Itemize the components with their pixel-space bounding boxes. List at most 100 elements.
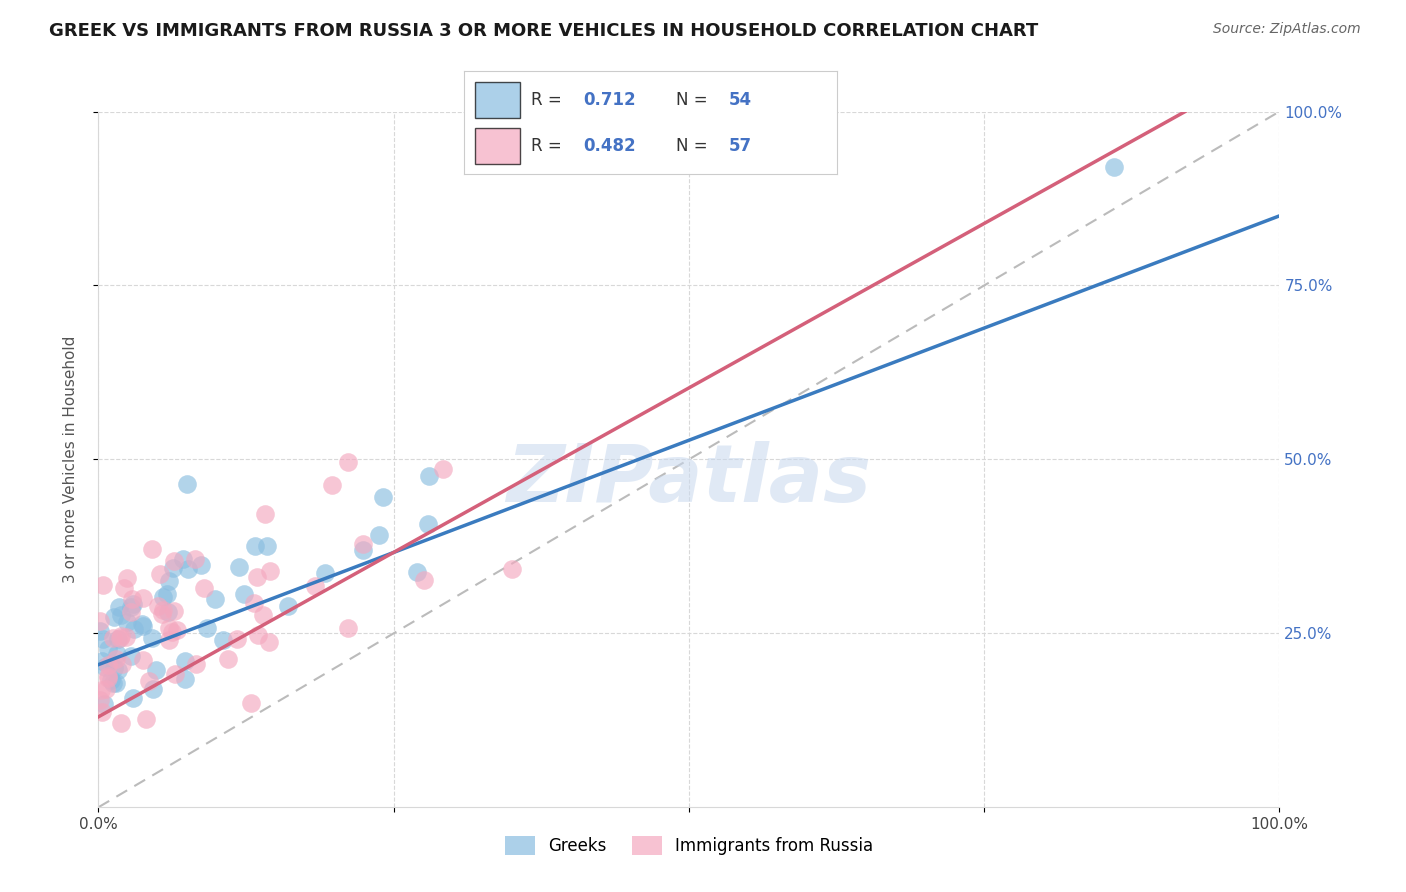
Point xyxy=(418,516,440,531)
Point xyxy=(239,696,262,710)
Point xyxy=(432,462,454,476)
Text: GREEK VS IMMIGRANTS FROM RUSSIA 3 OR MORE VEHICLES IN HOUSEHOLD CORRELATION CHAR: GREEK VS IMMIGRANTS FROM RUSSIA 3 OR MOR… xyxy=(49,22,1039,40)
Point xyxy=(117,571,139,585)
Point xyxy=(150,607,173,621)
Point xyxy=(108,631,131,645)
Point xyxy=(141,631,163,645)
Point xyxy=(156,586,179,600)
Point xyxy=(93,698,115,712)
Point xyxy=(152,591,174,605)
Point xyxy=(110,716,132,731)
Point xyxy=(145,663,167,677)
Point xyxy=(184,552,207,566)
Point xyxy=(105,675,128,690)
Point xyxy=(131,617,153,632)
Point xyxy=(142,681,165,696)
Point xyxy=(177,562,200,576)
Point xyxy=(259,564,281,578)
Point xyxy=(94,660,117,674)
Point xyxy=(97,671,120,685)
Point xyxy=(217,652,239,666)
Text: Source: ZipAtlas.com: Source: ZipAtlas.com xyxy=(1213,22,1361,37)
Point xyxy=(94,682,117,697)
Point xyxy=(253,507,276,521)
Point xyxy=(120,649,142,664)
Point xyxy=(122,622,145,636)
Point xyxy=(100,673,122,687)
Point xyxy=(115,630,138,644)
Point xyxy=(115,615,138,630)
Point xyxy=(105,647,128,661)
Text: 57: 57 xyxy=(728,137,752,155)
Point xyxy=(211,632,233,647)
Point xyxy=(186,657,208,672)
Point xyxy=(146,599,169,614)
Text: N =: N = xyxy=(676,137,713,155)
Point xyxy=(232,587,254,601)
Point xyxy=(132,653,155,667)
Point xyxy=(149,566,172,581)
FancyBboxPatch shape xyxy=(475,82,520,118)
Point xyxy=(173,672,195,686)
Point xyxy=(157,621,180,635)
Point xyxy=(157,632,180,647)
Point xyxy=(193,581,215,595)
Text: 0.712: 0.712 xyxy=(583,91,636,109)
Point xyxy=(163,554,186,568)
Point xyxy=(406,565,429,579)
Point xyxy=(120,605,142,619)
Point xyxy=(103,610,125,624)
Point xyxy=(152,603,174,617)
Point xyxy=(141,541,163,556)
Y-axis label: 3 or more Vehicles in Household: 3 or more Vehicles in Household xyxy=(63,335,77,583)
Point xyxy=(103,661,125,675)
Point xyxy=(172,552,194,566)
Point xyxy=(91,706,114,720)
Point xyxy=(108,600,131,615)
Point xyxy=(104,652,127,666)
Point xyxy=(314,566,336,580)
Point xyxy=(97,658,120,673)
Point xyxy=(90,654,112,668)
Point xyxy=(89,614,111,628)
Point xyxy=(160,625,183,640)
Point xyxy=(246,570,269,584)
Point xyxy=(368,528,391,542)
Point xyxy=(110,629,132,643)
Point xyxy=(101,676,124,690)
Point xyxy=(243,539,266,553)
Text: R =: R = xyxy=(531,91,567,109)
Point xyxy=(107,632,129,646)
Point xyxy=(174,654,197,668)
Point xyxy=(120,600,142,615)
Point xyxy=(353,542,375,557)
Point xyxy=(156,605,179,619)
Point xyxy=(121,592,143,607)
Point xyxy=(121,597,143,611)
Point xyxy=(176,477,198,491)
Point xyxy=(101,631,124,645)
Point xyxy=(111,657,134,672)
Point xyxy=(110,607,132,622)
Point xyxy=(157,574,180,588)
Point xyxy=(195,621,218,635)
Point xyxy=(337,621,360,635)
Point xyxy=(163,604,186,618)
Point xyxy=(277,599,299,614)
Text: 54: 54 xyxy=(728,91,752,109)
Legend: Greeks, Immigrants from Russia: Greeks, Immigrants from Russia xyxy=(498,829,880,862)
Point xyxy=(337,455,360,469)
Point xyxy=(321,478,343,492)
Point xyxy=(138,674,160,689)
Point xyxy=(91,577,114,591)
Point xyxy=(243,596,266,610)
Text: 0.482: 0.482 xyxy=(583,137,636,155)
Text: R =: R = xyxy=(531,137,567,155)
Point xyxy=(132,619,155,633)
Point xyxy=(112,581,135,595)
Point xyxy=(418,469,440,483)
Point xyxy=(132,591,155,605)
Text: N =: N = xyxy=(676,91,713,109)
Point xyxy=(228,560,250,574)
Point xyxy=(121,691,143,706)
